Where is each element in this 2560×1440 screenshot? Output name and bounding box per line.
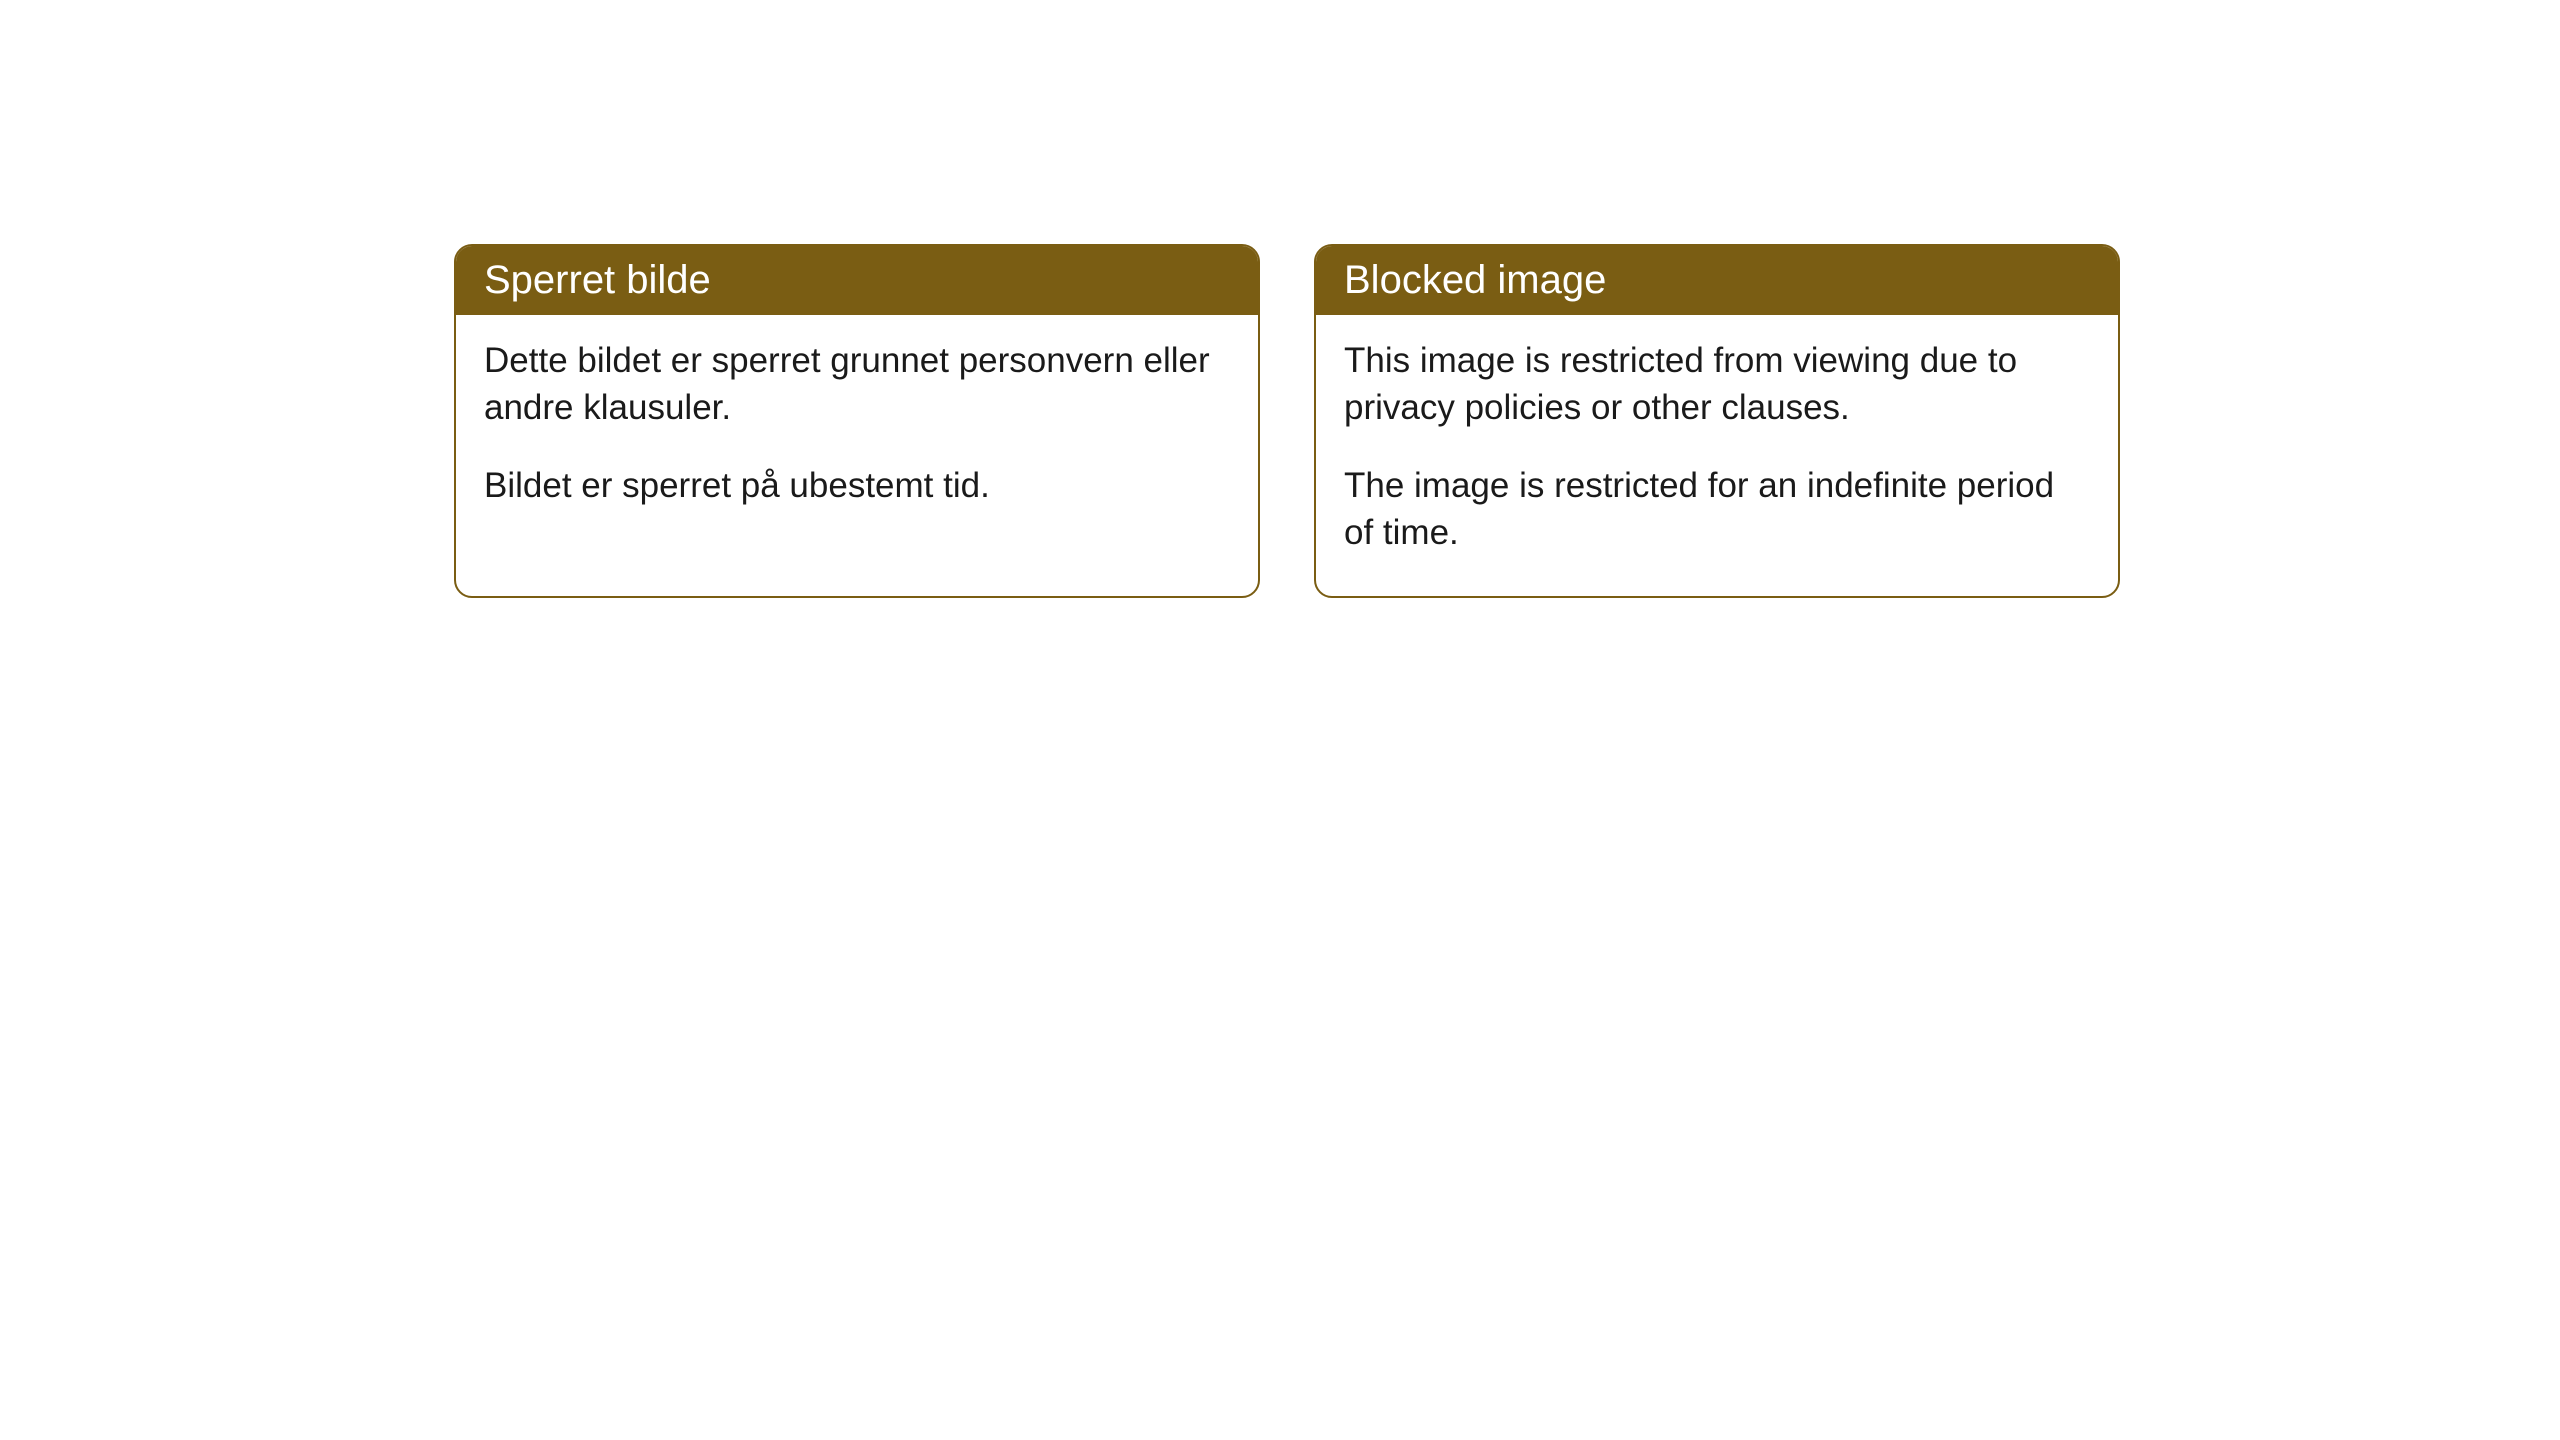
notice-card-english: Blocked image This image is restricted f… bbox=[1314, 244, 2120, 598]
notice-card-norwegian: Sperret bilde Dette bildet er sperret gr… bbox=[454, 244, 1260, 598]
notice-paragraph: The image is restricted for an indefinit… bbox=[1344, 462, 2090, 557]
card-header-norwegian: Sperret bilde bbox=[456, 246, 1258, 315]
notice-paragraph: This image is restricted from viewing du… bbox=[1344, 337, 2090, 432]
card-header-english: Blocked image bbox=[1316, 246, 2118, 315]
card-body-english: This image is restricted from viewing du… bbox=[1316, 315, 2118, 596]
notice-cards-container: Sperret bilde Dette bildet er sperret gr… bbox=[454, 244, 2120, 598]
card-title: Blocked image bbox=[1344, 258, 1606, 302]
card-title: Sperret bilde bbox=[484, 258, 711, 302]
card-body-norwegian: Dette bildet er sperret grunnet personve… bbox=[456, 315, 1258, 549]
notice-paragraph: Dette bildet er sperret grunnet personve… bbox=[484, 337, 1230, 432]
notice-paragraph: Bildet er sperret på ubestemt tid. bbox=[484, 462, 1230, 509]
